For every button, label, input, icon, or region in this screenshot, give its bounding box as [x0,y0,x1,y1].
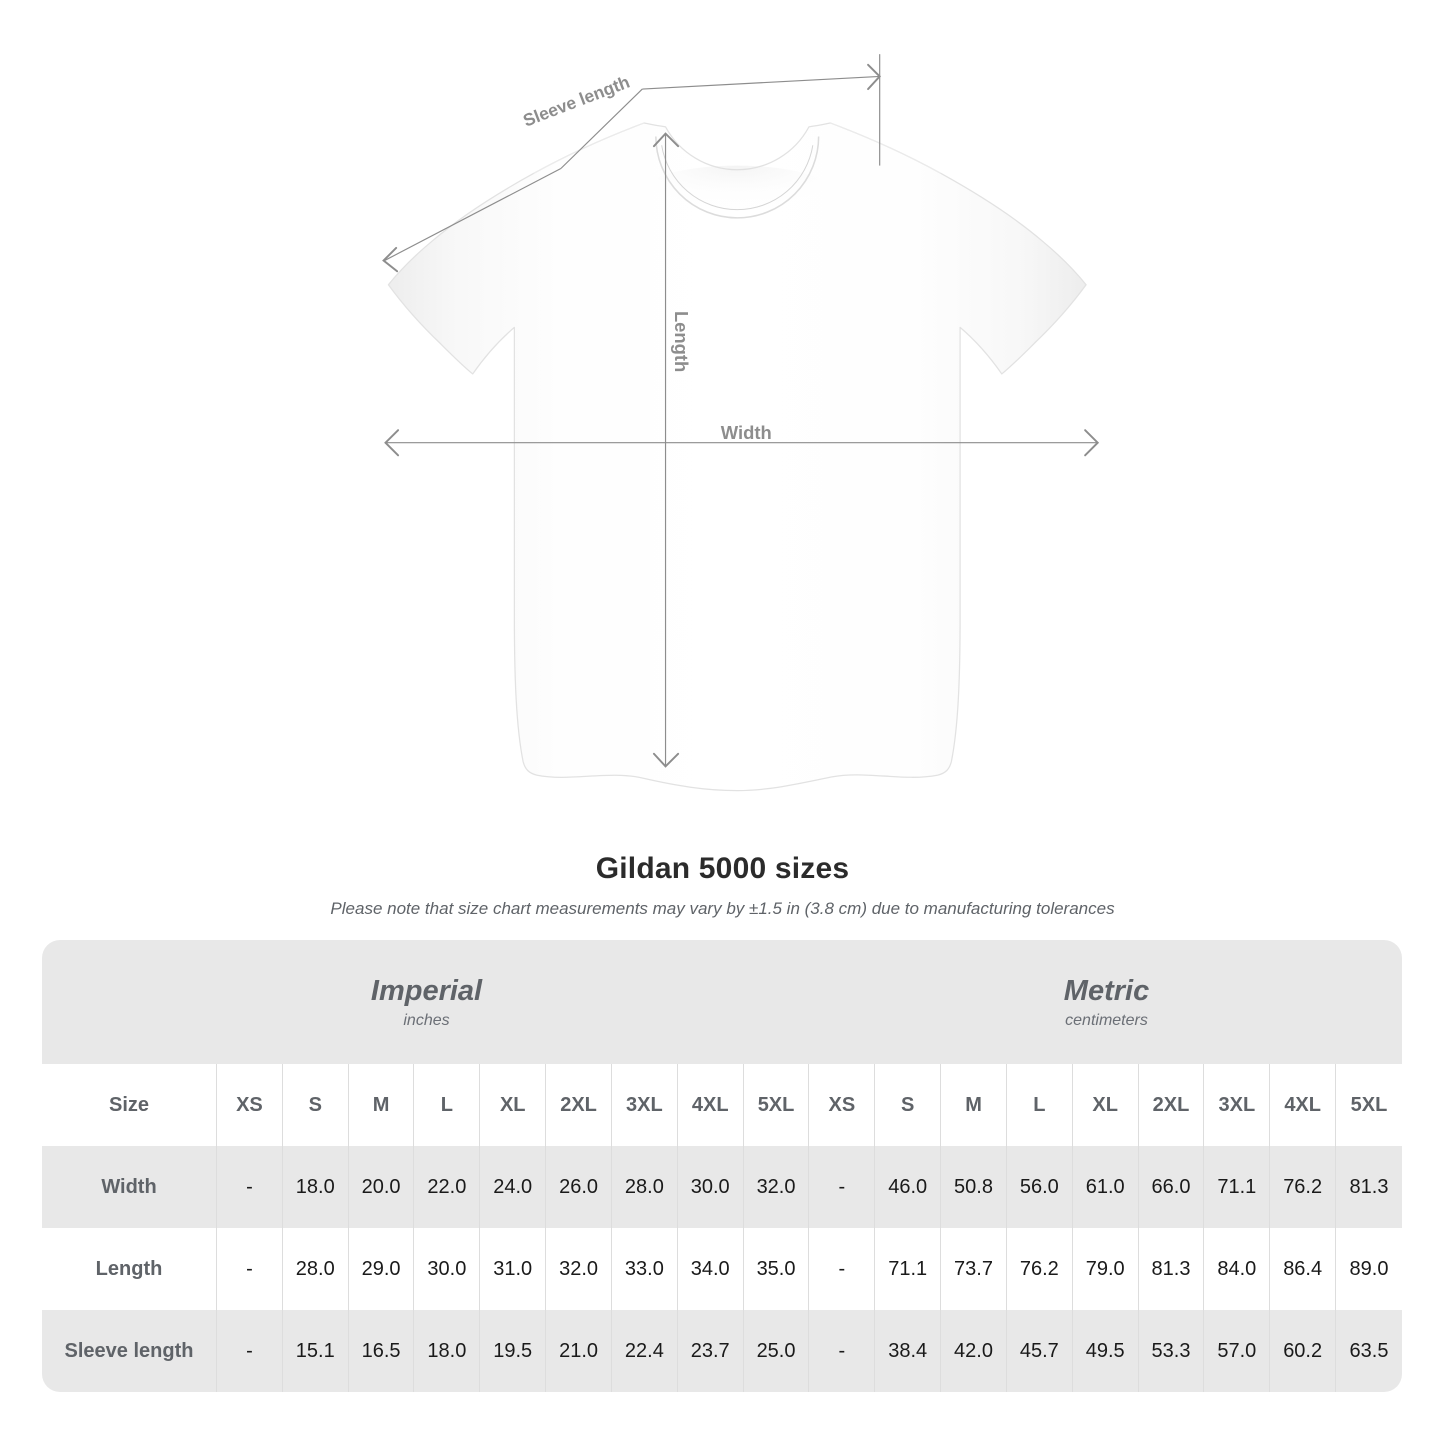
svg-text:Width: Width [721,422,772,443]
svg-text:Length: Length [671,311,692,372]
svg-text:Sleeve length: Sleeve length [520,72,632,131]
